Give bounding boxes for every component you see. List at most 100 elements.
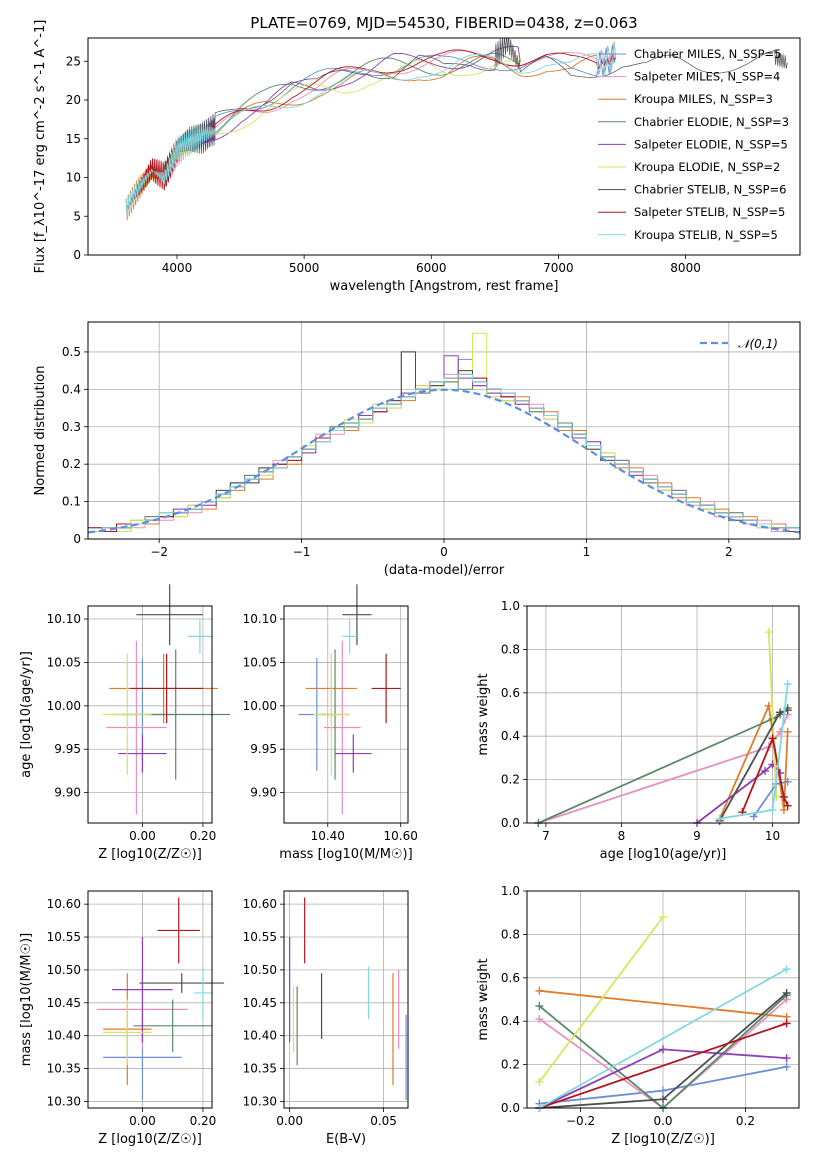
spectrum-series-line bbox=[125, 49, 616, 208]
x-tick-label: −2 bbox=[150, 545, 168, 559]
y-tick-label: 0.5 bbox=[62, 345, 81, 359]
y-tick-label: 10.40 bbox=[243, 1029, 277, 1043]
x-tick-label: 7 bbox=[542, 829, 550, 843]
axes-frame bbox=[526, 605, 800, 824]
y-tick-label: 10.30 bbox=[243, 1094, 277, 1108]
spectrum-series-line bbox=[125, 38, 788, 213]
age-vs-mass-panel: 10.40 10.60 9.90 9.95 10.00 10.05 10.10 mass [l… bbox=[243, 584, 418, 862]
legend-entry: Salpeter ELODIE, N_SSP=5 bbox=[634, 137, 788, 151]
legend-entry: Salpeter STELIB, N_SSP=5 bbox=[634, 205, 785, 219]
spectrum-panel: 4000 5000 6000 7000 8000 0 5 10 15 20 25 wavelength… bbox=[33, 20, 801, 294]
legend-entry: Kroupa ELODIE, N_SSP=2 bbox=[634, 160, 780, 174]
axes-frame bbox=[87, 321, 801, 540]
y-tick-label: 0.0 bbox=[501, 816, 520, 830]
x-tick-label: 4000 bbox=[162, 261, 193, 275]
legend-entry: Kroupa STELIB, N_SSP=5 bbox=[634, 228, 778, 242]
weight-series-line bbox=[696, 763, 781, 824]
x-tick-label: 10.60 bbox=[384, 829, 418, 843]
weight-marker bbox=[659, 913, 667, 922]
y-tick-label: 10 bbox=[66, 171, 81, 185]
y-tick-label: 10.55 bbox=[243, 930, 277, 944]
y-tick-label: 0.6 bbox=[501, 971, 520, 985]
x-tick-label: 5000 bbox=[289, 261, 320, 275]
x-axis-label: E(B-V) bbox=[326, 1132, 366, 1147]
axes-frame bbox=[87, 37, 801, 256]
y-tick-label: 9.95 bbox=[250, 742, 277, 756]
weight-vs-age-panel: 7 8 9 10 0.0 0.2 0.4 0.6 0.8 1.0 age [log10(age/yr… bbox=[476, 599, 800, 862]
y-tick-label: 0.1 bbox=[62, 495, 81, 509]
y-tick-label: 10.55 bbox=[47, 930, 81, 944]
axes-frame bbox=[283, 605, 409, 824]
x-tick-label: 0 bbox=[440, 545, 448, 559]
weight-marker bbox=[768, 734, 777, 743]
spectrum-series-line bbox=[125, 43, 617, 217]
x-axis-label: Z [log10(Z/Z☉)] bbox=[611, 1132, 715, 1147]
y-tick-label: 0 bbox=[73, 532, 81, 546]
weight-series-line bbox=[539, 989, 787, 1018]
legend-entry: Chabrier ELODIE, N_SSP=3 bbox=[634, 115, 789, 129]
x-tick-label: 0.20 bbox=[190, 829, 217, 843]
x-axis-label: (data-model)/error bbox=[384, 563, 505, 578]
y-tick-label: 10.45 bbox=[243, 996, 277, 1010]
y-axis-label: mass [log10(M/M☉)] bbox=[19, 933, 34, 1066]
weight-marker bbox=[535, 1002, 544, 1011]
residual-histogram-panel: −2 −1 0 1 2 0 0.1 0.2 0.3 0.4 0.5 (data-model)/erro… bbox=[33, 321, 801, 578]
y-tick-label: 10.45 bbox=[47, 996, 81, 1010]
x-tick-label: 10.40 bbox=[311, 829, 345, 843]
mass-vs-metallicity-panel: 0.00 0.20 10.30 10.35 10.40 10.45 10.50 10.55 10… bbox=[19, 890, 225, 1147]
y-tick-label: 0.0 bbox=[501, 1101, 520, 1115]
y-tick-label: 10.00 bbox=[47, 699, 81, 713]
y-tick-label: 10.50 bbox=[243, 963, 277, 977]
x-tick-label: 10 bbox=[765, 829, 780, 843]
legend-entry: 𝒩(0,1) bbox=[738, 337, 778, 351]
x-tick-label: −1 bbox=[293, 545, 311, 559]
y-tick-label: 10.05 bbox=[47, 655, 81, 669]
x-axis-label: mass [log10(M/M☉)] bbox=[279, 847, 412, 862]
normal-distribution-curve bbox=[88, 388, 800, 534]
weight-marker bbox=[782, 965, 791, 974]
y-tick-label: 15 bbox=[66, 132, 81, 146]
weight-series-line bbox=[539, 1022, 787, 1109]
y-tick-label: 10.05 bbox=[243, 655, 277, 669]
x-axis-label: Z [log10(Z/Z☉)] bbox=[98, 847, 202, 862]
y-tick-label: 0 bbox=[73, 248, 81, 262]
x-tick-label: 6000 bbox=[416, 261, 447, 275]
residual-steps bbox=[88, 332, 800, 539]
y-tick-label: 9.95 bbox=[54, 742, 81, 756]
x-tick-label: 7000 bbox=[543, 261, 574, 275]
axes-frame bbox=[283, 890, 409, 1109]
y-tick-label: 5 bbox=[73, 209, 81, 223]
y-tick-label: 1.0 bbox=[501, 884, 520, 898]
weight-marker bbox=[535, 1015, 544, 1024]
weight-marker bbox=[782, 1054, 791, 1063]
spectrum-lines bbox=[125, 38, 788, 220]
x-tick-label: 0.00 bbox=[129, 829, 156, 843]
y-tick-label: 0.3 bbox=[62, 420, 81, 434]
weight-marker bbox=[535, 1077, 544, 1086]
y-axis-label: Normed distribution bbox=[33, 366, 48, 496]
weight-marker bbox=[779, 805, 788, 814]
weight-marker bbox=[782, 1062, 791, 1071]
y-tick-label: 10.50 bbox=[47, 963, 81, 977]
x-tick-label: 8000 bbox=[670, 261, 701, 275]
x-tick-label: 0.00 bbox=[129, 1114, 156, 1128]
legend-entry: Chabrier STELIB, N_SSP=6 bbox=[634, 183, 786, 197]
weight-marker bbox=[659, 1086, 667, 1095]
x-axis-label: age [log10(age/yr)] bbox=[600, 847, 727, 862]
y-tick-label: 0.2 bbox=[62, 457, 81, 471]
x-tick-label: −0.2 bbox=[566, 1114, 595, 1128]
x-tick-label: 0.0 bbox=[653, 1114, 672, 1128]
weight-series-line bbox=[767, 631, 778, 798]
age-vs-metallicity-panel: 0.00 0.20 9.90 9.95 10.00 10.05 10.10 Z [log10(… bbox=[19, 584, 231, 862]
weight-marker bbox=[783, 727, 792, 736]
y-tick-label: 20 bbox=[66, 93, 81, 107]
histogram-series bbox=[88, 373, 800, 539]
legend-entry: Salpeter MILES, N_SSP=4 bbox=[634, 70, 780, 84]
y-tick-label: 10.35 bbox=[47, 1062, 81, 1076]
legend-entry: Kroupa MILES, N_SSP=3 bbox=[634, 92, 773, 106]
weight-vs-metallicity-panel: −0.2 0.0 0.2 0.0 0.2 0.4 0.6 0.8 1.0 Z [log10(Z/Z… bbox=[476, 884, 800, 1147]
y-tick-label: 10.00 bbox=[243, 699, 277, 713]
y-tick-label: 0.2 bbox=[501, 773, 520, 787]
spectrum-series-line bbox=[125, 50, 617, 208]
